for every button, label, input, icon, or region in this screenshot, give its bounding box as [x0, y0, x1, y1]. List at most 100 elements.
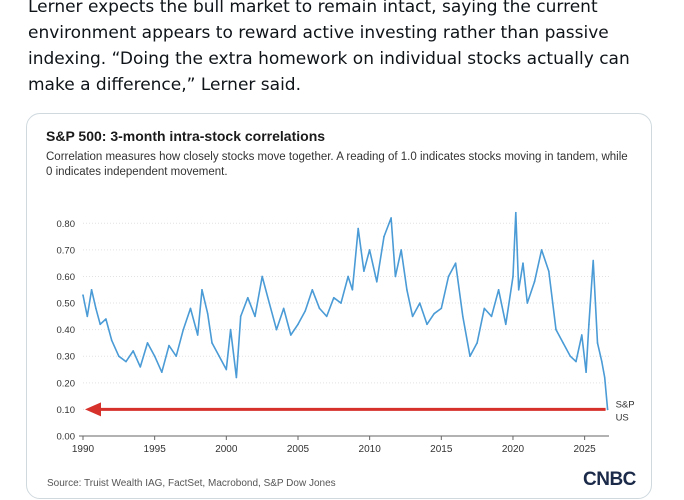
data-point — [132, 350, 134, 352]
series-end-label: US — [616, 412, 629, 423]
data-point — [325, 315, 328, 318]
post-text: Lerner expects the bull market to remain… — [28, 0, 630, 95]
data-point — [383, 235, 385, 238]
chart-subtitle: Correlation measures how closely stocks … — [46, 151, 628, 178]
data-point — [363, 270, 365, 272]
data-point — [247, 296, 249, 299]
x-tick-label: 2015 — [430, 444, 453, 455]
data-point — [548, 270, 550, 272]
x-tick-label: 2005 — [287, 444, 310, 455]
data-point — [153, 355, 156, 358]
data-point — [517, 288, 520, 291]
y-tick-label: 0.20 — [57, 378, 76, 389]
data-point — [347, 275, 349, 278]
data-point — [261, 275, 263, 278]
x-tick-label: 1990 — [72, 444, 95, 455]
data-point — [411, 315, 414, 318]
x-tick-label: 2010 — [359, 444, 382, 455]
data-point — [206, 312, 209, 315]
data-point — [490, 315, 493, 318]
y-tick-label: 0.40 — [57, 325, 76, 336]
y-tick-label: 0.60 — [57, 272, 76, 283]
data-point — [515, 211, 517, 214]
data-point — [592, 259, 595, 262]
data-point — [526, 302, 529, 304]
data-point — [304, 310, 306, 312]
data-point — [606, 408, 609, 411]
data-point — [82, 294, 84, 296]
data-point — [357, 227, 359, 230]
y-tick-label: 0.30 — [57, 352, 76, 363]
data-point — [182, 328, 185, 331]
data-point — [400, 249, 402, 251]
data-point — [390, 217, 392, 219]
data-point — [447, 275, 450, 278]
embedded-chart-card[interactable]: 0.00 0.10 0.20 0.30 0.40 0.50 0.60 0.70 0.80 1990… — [26, 113, 652, 499]
data-point — [596, 342, 599, 344]
data-point — [555, 328, 557, 331]
data-point — [340, 302, 342, 304]
data-point — [376, 280, 378, 283]
data-point — [540, 249, 543, 251]
data-point — [282, 307, 285, 310]
series-line-sp-us — [82, 211, 609, 410]
data-point — [497, 288, 500, 291]
data-point — [419, 302, 421, 304]
data-point — [211, 342, 213, 344]
data-point — [311, 288, 314, 291]
data-point — [440, 307, 443, 310]
data-point — [562, 342, 564, 344]
y-tick-label: 0.80 — [57, 219, 76, 230]
data-point — [290, 334, 292, 336]
data-point — [235, 376, 238, 379]
data-point — [476, 342, 478, 344]
data-point — [588, 323, 590, 326]
y-tick-label: 0.50 — [57, 299, 76, 310]
chart-title: S&P 500: 3-month intra-stock correlation… — [46, 128, 326, 144]
data-point — [161, 371, 163, 373]
x-tick-label: 2020 — [502, 444, 525, 455]
chart-source: Source: Truist Wealth IAG, FactSet, Macr… — [47, 478, 336, 489]
y-tick-label: 0.70 — [57, 245, 76, 256]
data-point — [483, 307, 486, 310]
data-point — [86, 315, 89, 318]
data-point — [462, 315, 464, 318]
data-point — [268, 302, 271, 304]
x-tick-label: 1995 — [144, 444, 167, 455]
data-point — [99, 323, 101, 326]
data-point — [139, 366, 142, 368]
data-point — [201, 288, 203, 291]
data-point — [318, 307, 321, 310]
data-point — [394, 275, 397, 278]
data-point — [351, 288, 354, 291]
data-point — [601, 360, 603, 363]
data-point — [368, 249, 371, 251]
data-point — [225, 368, 228, 371]
data-point — [146, 342, 149, 344]
data-point — [254, 315, 256, 318]
data-point — [603, 376, 606, 379]
data-point — [297, 323, 299, 326]
reference-arrow-head — [85, 402, 101, 417]
y-tick-label: 0.00 — [57, 432, 76, 443]
data-point — [333, 296, 335, 299]
data-point — [105, 318, 107, 320]
data-point — [118, 355, 120, 358]
data-point — [239, 315, 242, 318]
data-point — [522, 262, 524, 264]
data-point — [218, 355, 220, 358]
data-point — [110, 339, 113, 342]
data-point — [275, 328, 278, 331]
data-point — [585, 371, 587, 373]
data-point — [569, 355, 572, 358]
data-point — [505, 323, 507, 326]
data-point — [512, 275, 514, 278]
data-point — [580, 334, 583, 336]
data-point — [196, 334, 199, 336]
cnbc-logo: CNBC — [583, 469, 636, 490]
chart-svg: 0.00 0.10 0.20 0.30 0.40 0.50 0.60 0.70 0.80 1990… — [57, 211, 635, 455]
data-point — [433, 312, 435, 315]
data-point — [189, 307, 192, 310]
data-point — [533, 280, 536, 283]
data-point — [95, 307, 97, 310]
